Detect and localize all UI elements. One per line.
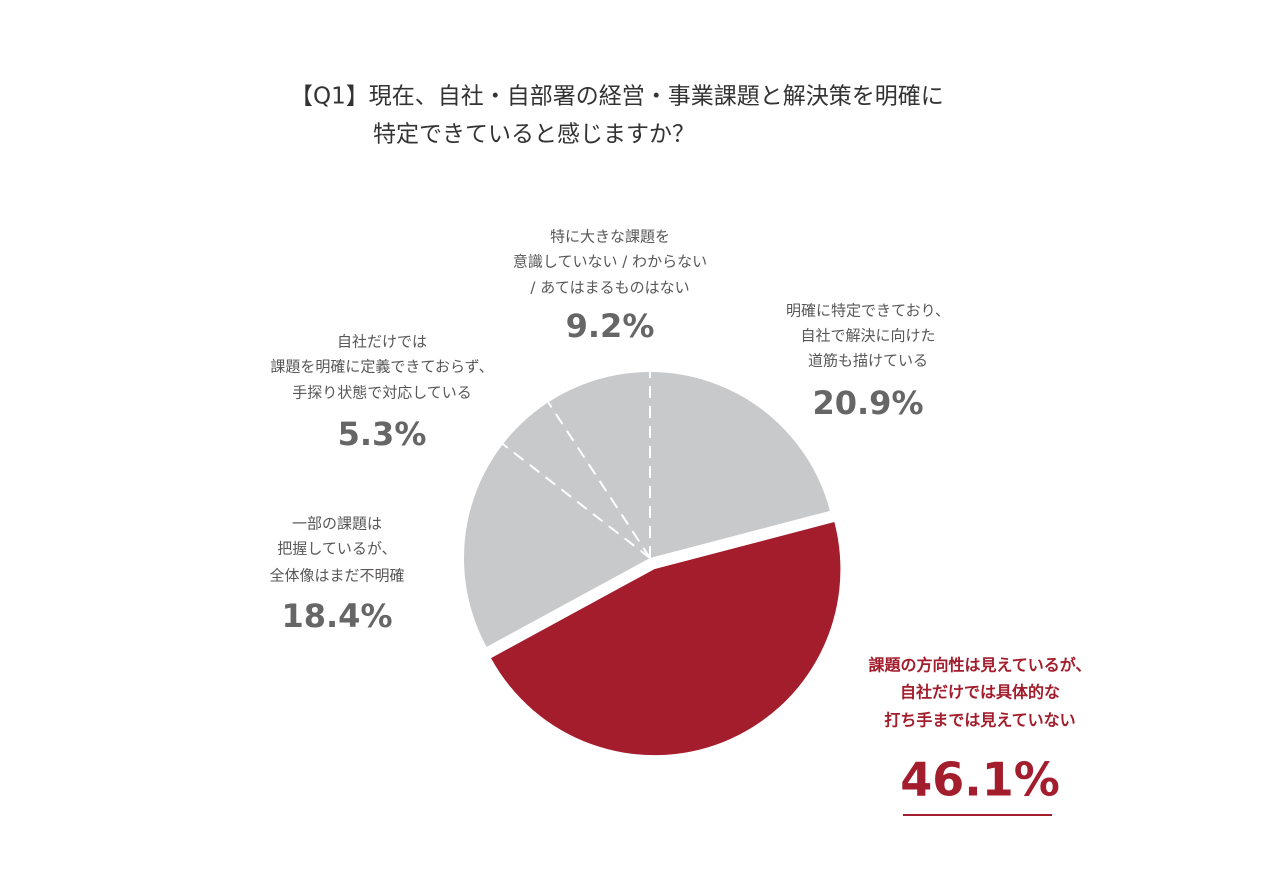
slice-label: 一部の課題は <box>292 515 382 533</box>
slice-separator <box>502 443 651 559</box>
value-label: 46.1% <box>900 753 1060 807</box>
slice-label: 手探り状態で対応している <box>292 384 472 402</box>
pie-slice <box>502 402 650 558</box>
slice-separator <box>547 401 651 559</box>
chart-title: 【Q1】現在、自社・自部署の経営・事業課題と解決策を明確に <box>290 84 944 110</box>
slice-label: 全体像はまだ不明確 <box>269 567 404 585</box>
slice-label: 課題の方向性は見えているが、 <box>869 656 1092 675</box>
slice-label: 自社だけでは具体的な <box>900 683 1060 702</box>
slice-label: 自社だけでは <box>337 333 427 351</box>
slice-label: 特に大きな課題を <box>550 228 670 246</box>
value-label: 9.2% <box>566 307 655 345</box>
value-label: 20.9% <box>812 384 923 422</box>
value-label: 18.4% <box>281 597 392 635</box>
value-label: 5.3% <box>338 415 427 453</box>
slice-label: 明確に特定できており、 <box>786 302 950 320</box>
slice-label: 課題を明確に定義できておらず、 <box>270 358 493 376</box>
pie-slice <box>548 372 650 558</box>
slice-label: 自社で解決に向けた <box>800 327 935 345</box>
pie-slice <box>464 444 650 647</box>
slice-label: 打ち手までは見えていない <box>884 711 1075 730</box>
pie-slice <box>650 372 830 558</box>
slice-label: 道筋も描けている <box>808 352 928 370</box>
slice-label: 把握しているが、 <box>277 540 396 558</box>
slice-label: 意識していない / わからない <box>513 253 707 271</box>
slice-label: / あてはまるものはない <box>530 279 689 297</box>
chart-title: 特定できていると感じますか？ <box>373 122 695 148</box>
pie-slice <box>491 522 841 756</box>
